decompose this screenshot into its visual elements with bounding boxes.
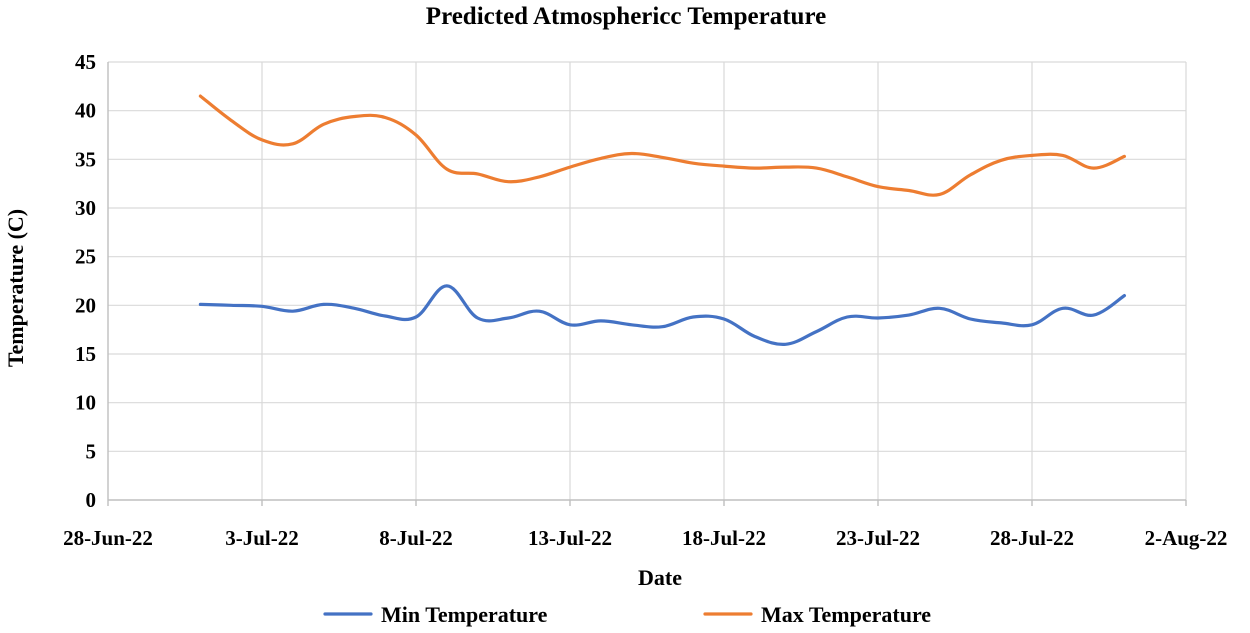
x-tick-label: 13-Jul-22 <box>528 526 612 550</box>
y-tick-label: 5 <box>86 439 97 463</box>
y-tick-label: 15 <box>75 342 96 366</box>
y-tick-label: 35 <box>75 147 96 171</box>
y-tick-label: 20 <box>75 293 96 317</box>
x-tick-label: 28-Jul-22 <box>990 526 1074 550</box>
legend: Min Temperature Max Temperature <box>323 602 931 627</box>
x-tick-label: 18-Jul-22 <box>682 526 766 550</box>
series-lines <box>198 94 1126 346</box>
series-line-max-temperature <box>198 94 1126 197</box>
y-tick-label: 30 <box>75 196 96 220</box>
chart-title: Predicted Atmosphericc Temperature <box>426 3 826 30</box>
y-axis-label: Temperature (C) <box>3 209 28 367</box>
legend-label-min-temperature: Min Temperature <box>381 602 548 627</box>
y-tick-label: 10 <box>75 391 96 415</box>
y-tick-label: 45 <box>75 50 96 74</box>
tick-labels: 0 5 10 15 20 25 30 35 40 45 28-Jun-22 3-Jul-22 8-Jul… <box>63 50 1227 550</box>
gridlines <box>108 61 1187 500</box>
axes <box>107 62 1187 506</box>
series-line-min-temperature <box>198 284 1126 346</box>
x-tick-label: 28-Jun-22 <box>63 526 153 550</box>
x-tick-label: 3-Jul-22 <box>225 526 299 550</box>
x-axis-label: Date <box>638 565 682 590</box>
x-tick-label: 8-Jul-22 <box>379 526 453 550</box>
x-tick-label: 23-Jul-22 <box>836 526 920 550</box>
legend-label-max-temperature: Max Temperature <box>761 602 931 627</box>
x-tick-label: 2-Aug-22 <box>1145 526 1228 550</box>
y-tick-label: 40 <box>75 99 96 123</box>
y-tick-label: 25 <box>75 245 96 269</box>
y-tick-label: 0 <box>86 488 97 512</box>
